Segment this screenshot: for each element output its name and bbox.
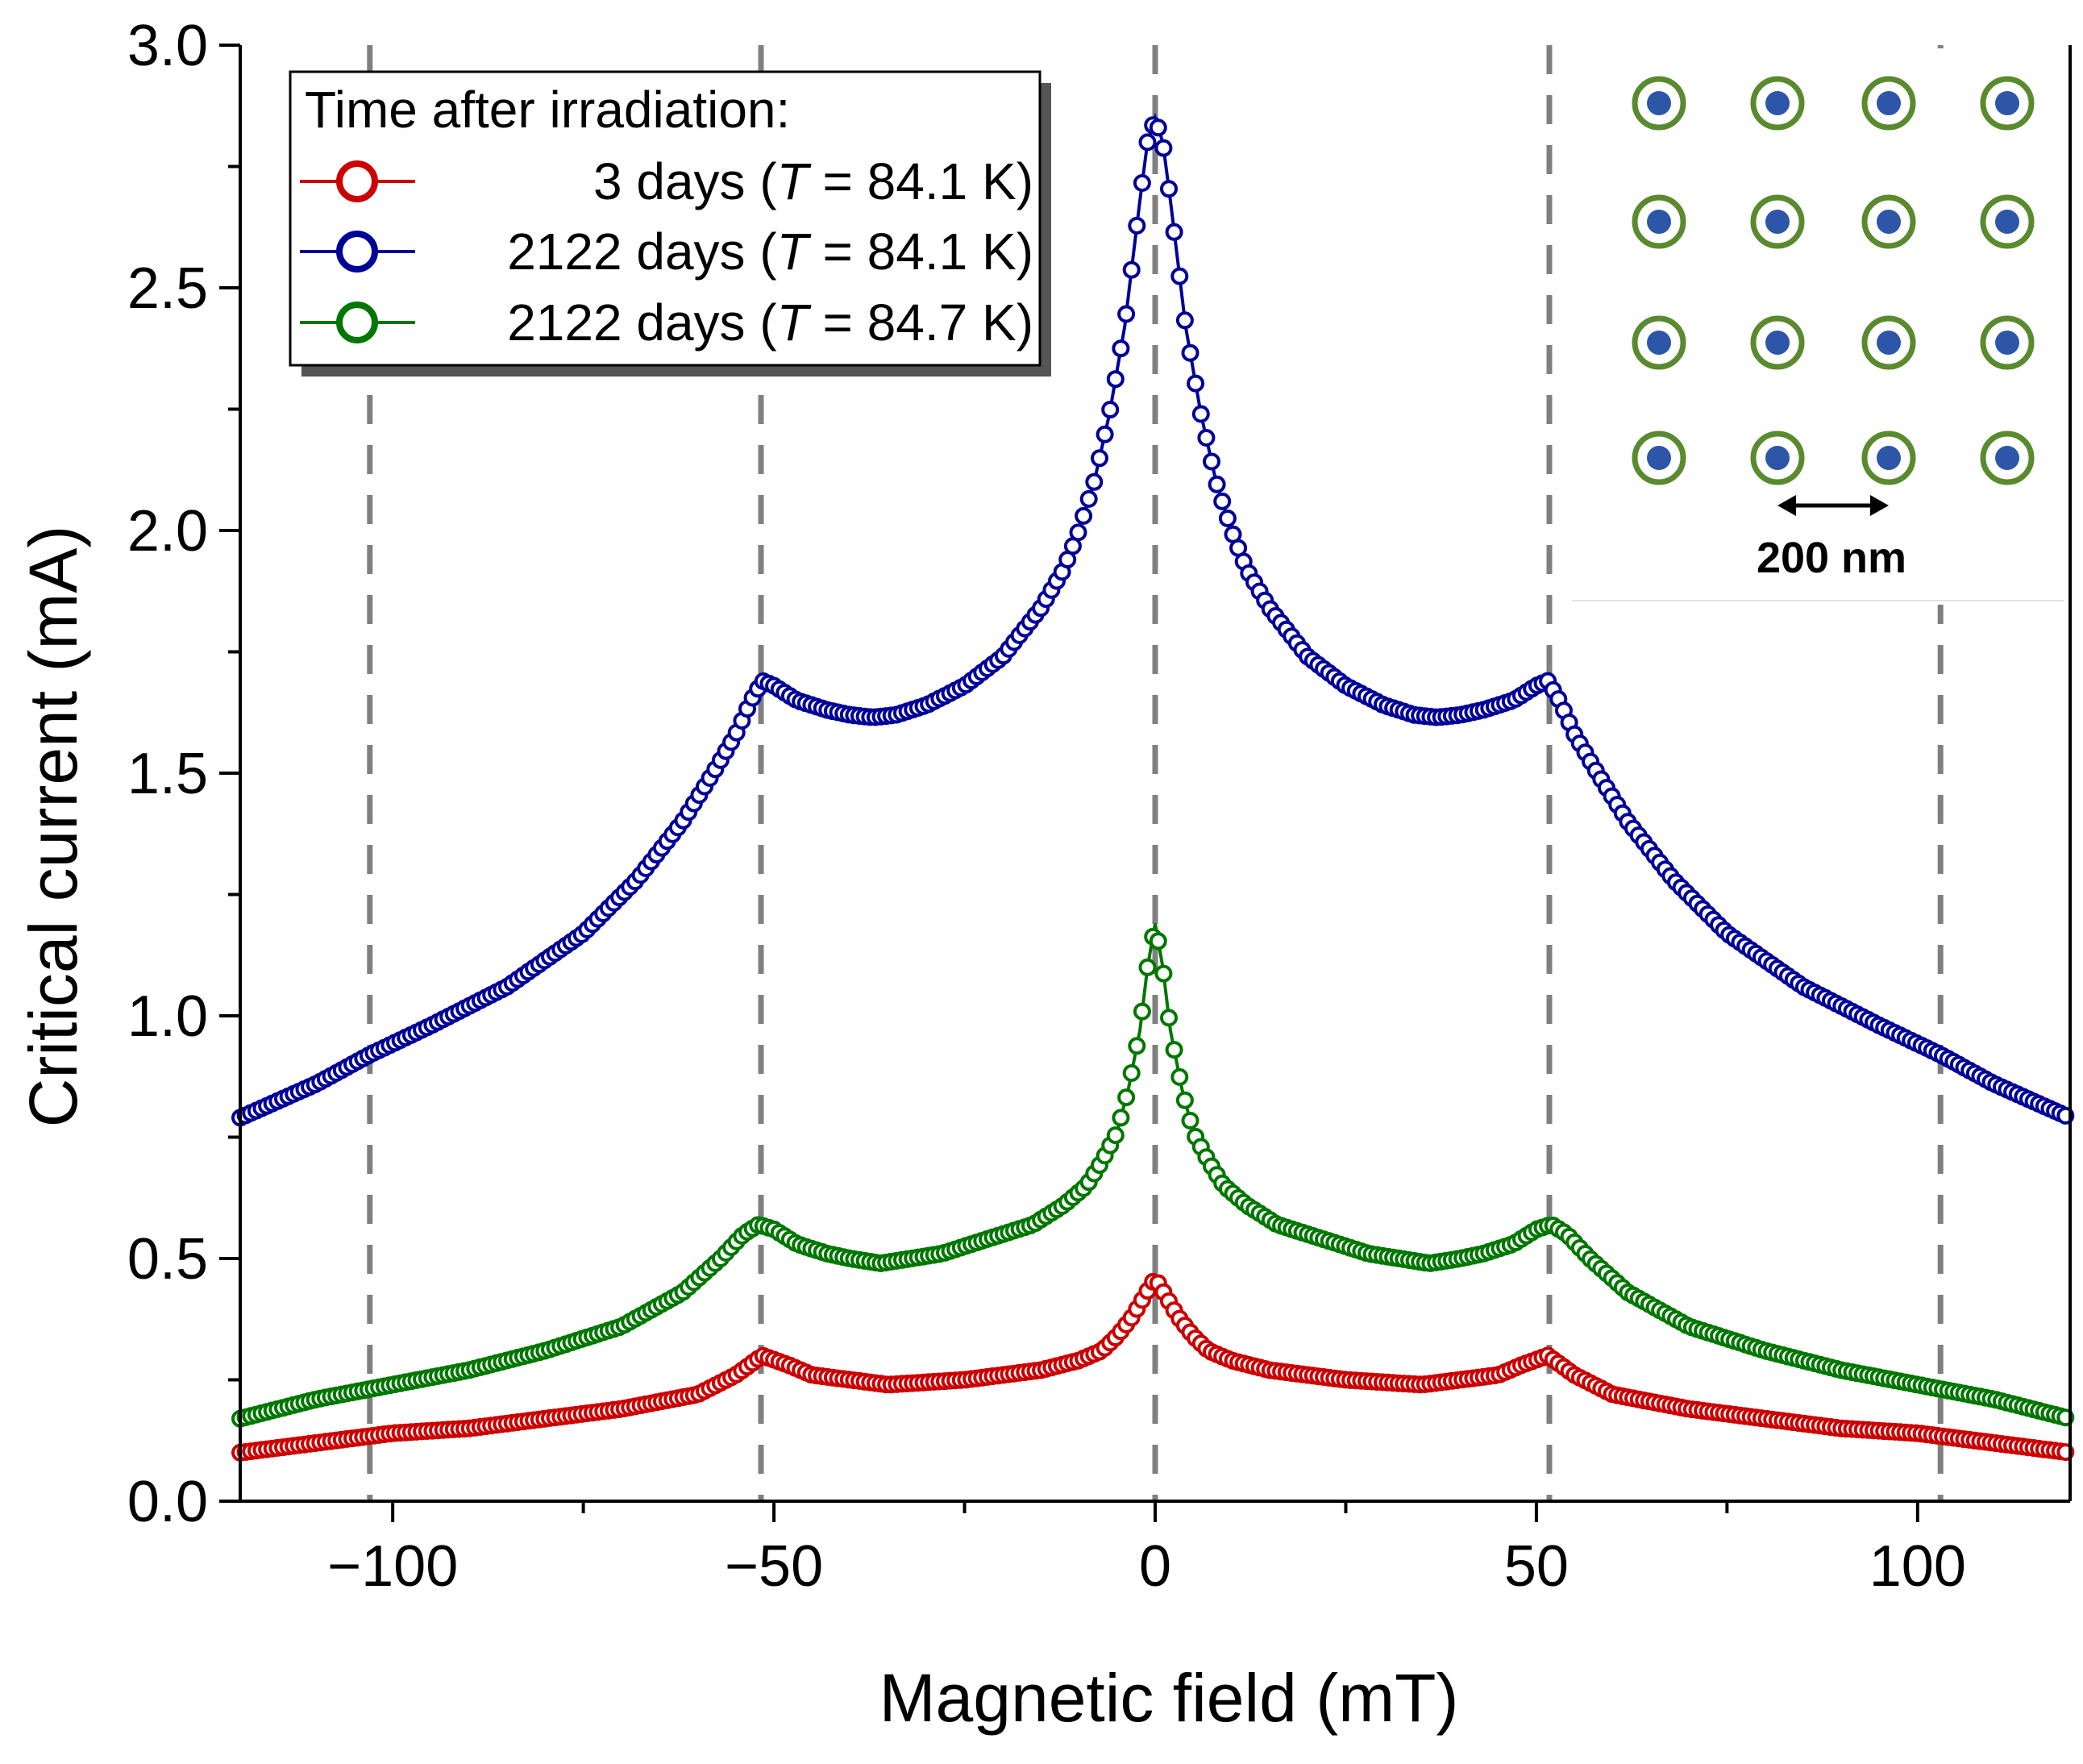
legend-entry-label: 3 days (T = 84.1 K) [593,152,1033,210]
data-point [1208,475,1226,493]
scale-bar-arrow-left [1777,495,1796,516]
inset-dot [1877,331,1901,355]
data-point [1133,174,1151,192]
y-tick-label: 1.0 [127,984,208,1049]
data-point [1106,370,1125,389]
inset-dot [1877,446,1901,470]
scale-bar-label: 200 nm [1757,534,1906,582]
x-tick-label: 50 [1504,1534,1569,1599]
data-point [1160,1009,1178,1027]
x-tick-label: 100 [1869,1534,1966,1599]
series-cc0000 [231,1272,2075,1462]
data-point [1117,1088,1136,1107]
data-point [1112,1109,1130,1127]
inset-dot [1647,91,1671,115]
inset-dot [1647,210,1671,234]
y-tick-label: 0.5 [127,1227,208,1292]
legend-box [289,70,1042,367]
x-axis-title: Magnetic field (mT) [879,1660,1459,1736]
inset-dot [1995,91,2019,115]
y-tick-label: 3.0 [127,14,208,78]
inset-dot [1877,210,1901,234]
series-007700 [231,923,2075,1428]
data-point [1138,958,1157,976]
data-series [231,112,2075,1462]
data-point [1079,489,1098,508]
data-point [1181,1112,1199,1130]
data-point [1218,510,1237,527]
data-point [1133,1002,1151,1021]
data-point [1154,139,1173,157]
x-tick-label: −100 [327,1534,458,1599]
data-point [1069,523,1087,542]
legend-entry: 2122 days (T = 84.1 K) [300,223,1033,281]
inset-dot [1877,91,1901,115]
data-point [1128,216,1146,235]
inset-dot [1765,91,1790,115]
inset-dot [1765,331,1790,355]
data-point [1170,267,1189,285]
data-point [1117,305,1136,323]
reference-lines [367,45,1944,1501]
y-tick-label: 2.5 [127,256,208,321]
inset-dot [1995,446,2019,470]
legend: Time after irradiation: 3 days (T = 84.1… [289,70,1051,377]
data-point [1203,452,1220,471]
y-tick-label: 1.5 [127,742,208,806]
data-point [1122,260,1141,279]
data-point [1160,180,1178,198]
scale-bar-arrow-right [1870,495,1889,516]
legend-marker [336,231,378,273]
inset-dot [1765,446,1790,470]
inset-figure: 200 nm [1572,48,2064,605]
data-point [1187,374,1205,393]
x-tick-label: −50 [725,1534,823,1599]
x-tick-label: 0 [1139,1534,1171,1599]
data-point [1096,425,1114,443]
y-tick-label: 2.0 [127,499,208,564]
data-point [1154,964,1173,983]
legend-entry-label: 2122 days (T = 84.1 K) [507,223,1033,281]
data-point [1197,429,1216,447]
legend-title: Time after irradiation: [305,81,790,139]
legend-marker [336,160,378,202]
data-point [1128,1037,1146,1055]
legend-entry: 3 days (T = 84.1 K) [300,152,1033,210]
data-point [1075,506,1093,525]
data-point [1106,1126,1125,1145]
inset-dot [1765,210,1790,234]
data-point [1122,1064,1141,1082]
legend-entry: 2122 days (T = 84.7 K) [300,293,1033,352]
data-point [1165,1041,1183,1059]
inset-dot [1995,331,2019,355]
data-point [1101,401,1120,419]
data-point [1191,405,1210,423]
y-tick-label: 0.0 [127,1470,208,1534]
inset-dot [1647,331,1671,355]
legend-marker [336,302,378,343]
series-000099 [231,112,2075,1127]
inset-dot [1647,446,1671,470]
y-axis-title: Critical current (mA) [15,526,91,1128]
data-point [1149,932,1167,951]
data-point [1112,339,1130,358]
data-point [1213,492,1232,510]
axes: −100 −50 0 50 100 0.0 0.5 1.0 1.5 2.0 2.5 3.0 [127,14,2072,1599]
data-point [1085,472,1104,491]
data-point [1170,1067,1189,1086]
data-point [1138,133,1157,152]
data-point [1091,449,1108,468]
data-point [1175,311,1194,330]
data-point [1165,223,1183,241]
data-point [1175,1091,1194,1109]
inset-dot [1995,210,2019,234]
data-point [1149,119,1167,137]
data-point [1181,343,1199,362]
legend-entry-label: 2122 days (T = 84.7 K) [507,293,1033,352]
